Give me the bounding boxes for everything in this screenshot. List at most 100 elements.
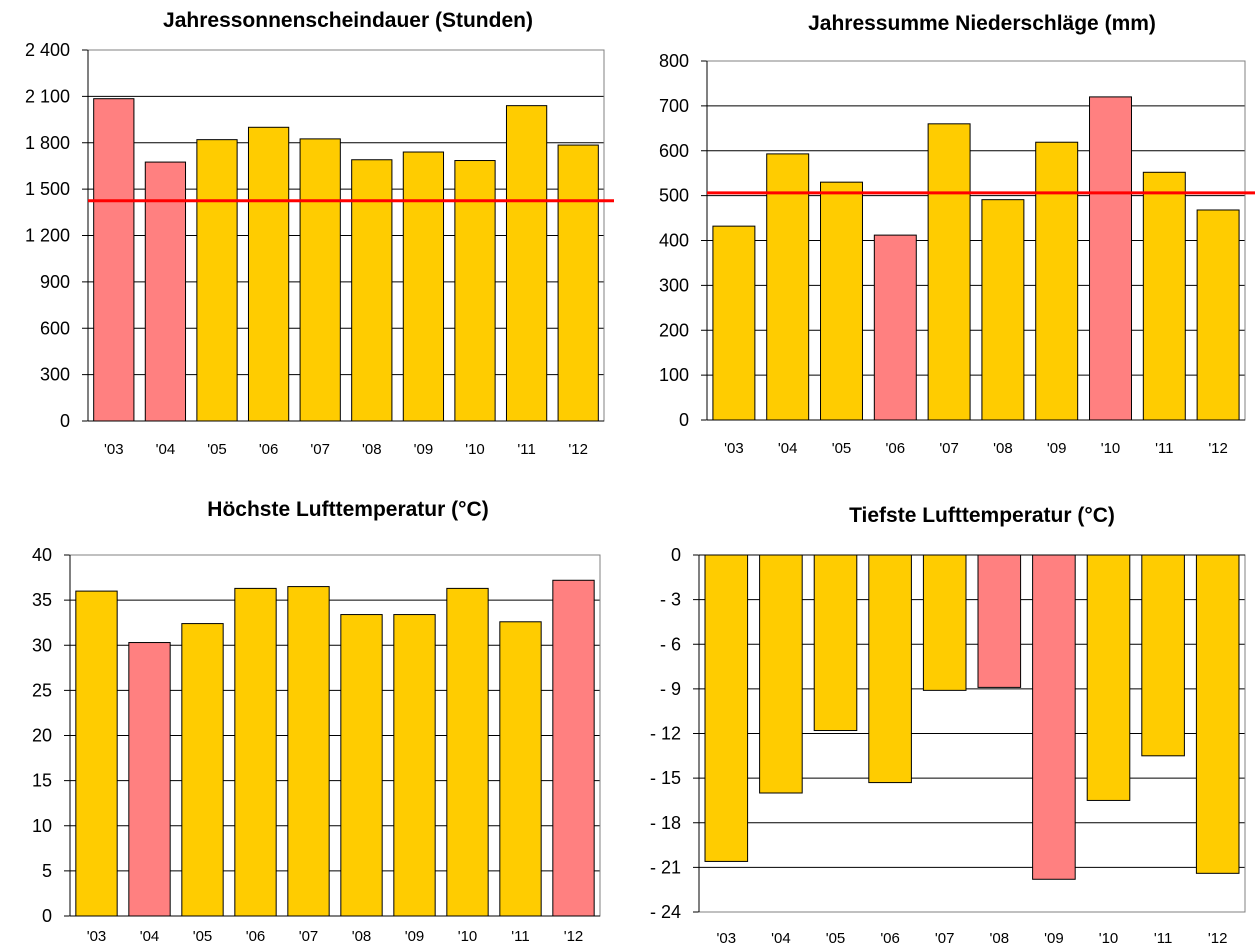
chart-plot: 0 5 10 15 20 25 30 35 40 '03 '04 '05 '06 '07 '08 '09 '10… — [32, 545, 601, 945]
chart-plot: 0 300 600 900 1 200 1 500 1 800 2 100 2 400 '03 '0… — [25, 40, 614, 458]
x-tick-label: '11 — [1154, 930, 1172, 947]
chart-title: Tiefste Lufttemperatur (°C) — [849, 504, 1115, 527]
bar — [1141, 554, 1185, 757]
y-tick-label: 600 — [659, 141, 689, 161]
y-tick-label: 600 — [40, 318, 70, 338]
bar — [144, 161, 187, 422]
x-tick-label: '07 — [299, 928, 319, 945]
bar — [927, 123, 971, 421]
min-temperature-chart: Tiefste Lufttemperatur (°C) 0 - 3 - 6 - 9 - … — [628, 473, 1256, 947]
bar — [981, 199, 1025, 421]
x-tick-label: '09 — [1044, 930, 1064, 947]
y-tick-label: 900 — [40, 272, 70, 292]
y-tick-label: - 6 — [660, 634, 681, 654]
y-tick-label: 700 — [659, 96, 689, 116]
x-tick-label: '11 — [511, 928, 529, 945]
bar — [1195, 554, 1240, 874]
bar — [1089, 96, 1132, 421]
bar — [402, 151, 445, 422]
bar — [287, 586, 330, 917]
x-tick-label: '12 — [1208, 440, 1228, 457]
y-tick-label: 35 — [32, 590, 52, 610]
y-tick-label: - 3 — [660, 590, 681, 610]
bar — [128, 642, 171, 917]
x-tick-label: '03 — [104, 441, 124, 458]
chart-plot: 0 100 200 300 400 500 600 700 800 '03 '04 '05 '06 '07… — [659, 51, 1255, 457]
y-tick-label: 1 500 — [25, 179, 70, 199]
x-tick-label: '04 — [771, 930, 791, 947]
x-tick-label: '08 — [362, 441, 382, 458]
sunshine-chart: Jahressonnenscheindauer (Stunden) 0 300 60… — [0, 0, 628, 473]
y-tick-label: 100 — [659, 365, 689, 385]
y-tick-label: 1 200 — [25, 226, 70, 246]
bar — [505, 105, 548, 422]
x-tick-label: '04 — [140, 928, 160, 945]
bar — [552, 579, 595, 917]
x-tick-label: '10 — [1101, 440, 1121, 457]
bar — [1142, 171, 1186, 421]
x-tick-label: '11 — [517, 441, 535, 458]
x-tick-label: '12 — [564, 928, 584, 945]
x-tick-label: '08 — [993, 440, 1013, 457]
bar — [234, 587, 277, 917]
x-tick-label: '09 — [405, 928, 425, 945]
bar — [181, 623, 224, 917]
x-tick-label: '08 — [990, 930, 1010, 947]
bar — [93, 98, 135, 422]
y-tick-label: 300 — [40, 365, 70, 385]
bar — [1032, 554, 1076, 880]
x-tick-label: '07 — [939, 440, 959, 457]
x-tick-label: '12 — [568, 441, 588, 458]
x-tick-label: '07 — [935, 930, 955, 947]
bar — [196, 139, 238, 422]
bar — [446, 587, 489, 917]
x-tick-label: '03 — [724, 440, 744, 457]
y-tick-label: 25 — [32, 680, 52, 700]
x-tick-label: '05 — [832, 440, 852, 457]
x-tick-label: '08 — [352, 928, 372, 945]
bar — [247, 126, 290, 422]
bar — [868, 554, 912, 784]
x-tick-label: '05 — [826, 930, 846, 947]
y-tick-label: - 12 — [650, 724, 681, 744]
bar — [813, 554, 858, 732]
y-tick-label: 2 100 — [25, 86, 70, 106]
x-tick-label: '10 — [1099, 930, 1119, 947]
bar — [75, 590, 118, 917]
bar — [351, 159, 393, 422]
x-tick-label: '03 — [87, 928, 107, 945]
y-tick-label: 400 — [659, 231, 689, 251]
bar — [499, 621, 542, 917]
y-tick-label: 10 — [32, 816, 52, 836]
x-tick-label: '06 — [246, 928, 266, 945]
y-tick-label: 0 — [42, 906, 52, 926]
bar — [454, 160, 496, 422]
x-tick-label: '07 — [310, 441, 330, 458]
bar — [977, 554, 1022, 688]
y-tick-label: - 15 — [650, 768, 681, 788]
y-tick-label: 200 — [659, 320, 689, 340]
chart-plot: 0 - 3 - 6 - 9 - 12 - 15 - 18 - 21 - 24 '03 '04 '05 '… — [650, 545, 1246, 947]
y-tick-label: 500 — [659, 186, 689, 206]
y-tick-label: 800 — [659, 51, 689, 71]
bar — [1196, 209, 1240, 421]
x-tick-label: '10 — [458, 928, 478, 945]
y-tick-label: 30 — [32, 635, 52, 655]
x-tick-label: '03 — [717, 930, 737, 947]
x-tick-label: '06 — [259, 441, 279, 458]
bar — [922, 554, 967, 691]
y-tick-label: 0 — [679, 410, 689, 430]
x-tick-label: '05 — [193, 928, 213, 945]
bar — [766, 153, 810, 421]
y-tick-label: 5 — [42, 861, 52, 881]
y-tick-label: - 18 — [650, 813, 681, 833]
x-tick-label: '04 — [156, 441, 176, 458]
bar — [393, 614, 436, 917]
bar — [1086, 554, 1131, 801]
y-tick-label: - 9 — [660, 679, 681, 699]
y-tick-label: 0 — [671, 545, 681, 565]
x-tick-label: '12 — [1208, 930, 1228, 947]
bar — [340, 614, 383, 917]
y-tick-label: - 24 — [650, 902, 681, 922]
bar — [820, 181, 863, 421]
